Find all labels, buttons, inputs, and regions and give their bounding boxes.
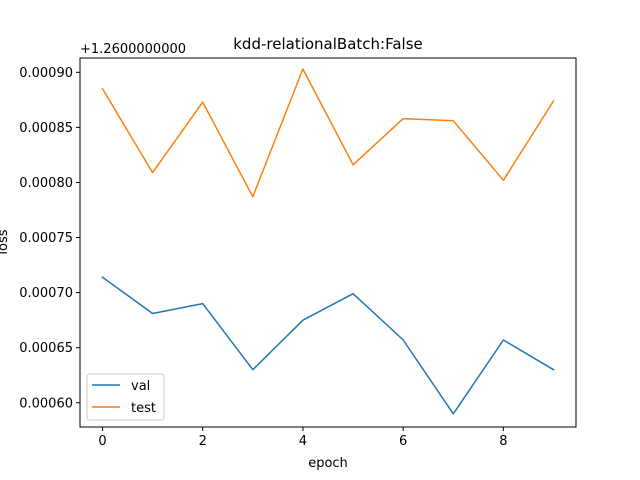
- x-tick-label: 8: [499, 434, 507, 449]
- legend-label-test: test: [131, 401, 156, 416]
- y-axis-label: loss: [0, 229, 11, 254]
- y-tick-label: 0.00060: [19, 396, 73, 411]
- series-line-val: [101, 276, 555, 415]
- y-tick-label: 0.00075: [19, 231, 73, 246]
- y-tick-label: 0.00085: [19, 121, 73, 136]
- x-tick-label: 0: [98, 434, 106, 449]
- x-tick-label: 4: [299, 434, 307, 449]
- plot-area: [79, 57, 577, 428]
- series-line-test: [101, 68, 555, 198]
- y-offset-label: +1.2600000000: [80, 42, 186, 57]
- x-axis-label: epoch: [308, 456, 348, 471]
- y-tick-label: 0.00080: [19, 176, 73, 191]
- chart-title: kdd-relationalBatch:False: [233, 35, 423, 53]
- legend: val test: [86, 373, 165, 421]
- series-layer: [101, 68, 555, 415]
- y-tick-label: 0.00090: [19, 66, 73, 81]
- y-tick-label: 0.00065: [19, 341, 73, 356]
- y-axis: 0.00060 0.00065 0.00070 0.00075 0.00080 0.000…: [19, 66, 80, 411]
- y-tick-label: 0.00070: [19, 286, 73, 301]
- x-tick-label: 6: [399, 434, 407, 449]
- x-axis: 0 2 4 6 8: [98, 427, 507, 449]
- legend-label-val: val: [131, 379, 150, 394]
- x-tick-label: 2: [199, 434, 207, 449]
